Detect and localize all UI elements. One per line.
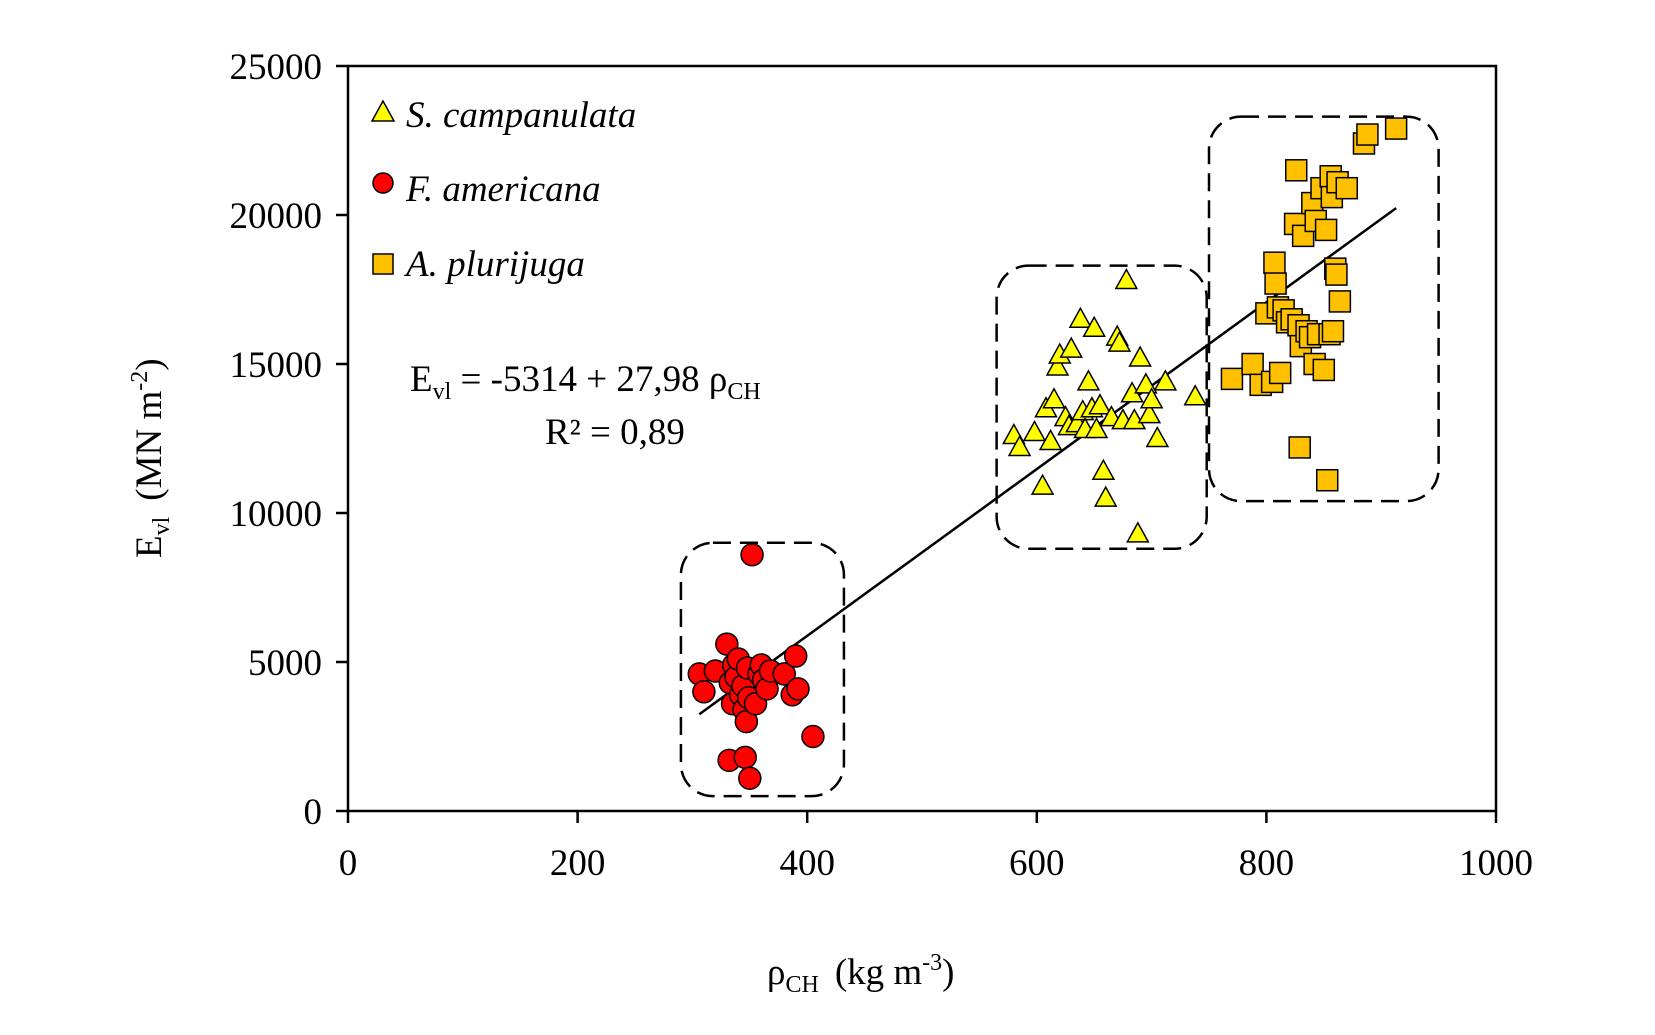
data-point-s-campanulata <box>1084 417 1109 439</box>
y-tick-label: 0 <box>304 792 323 833</box>
regression-equation: Evl = -5314 + 27,98 ρCH R² = 0,89 <box>410 359 761 453</box>
data-point-s-campanulata <box>1007 434 1032 457</box>
y-axis-title: Evl(MN m-2) <box>127 358 175 558</box>
data-point-a-plurijuga <box>1384 117 1408 140</box>
y-tick-label: 20000 <box>230 196 323 237</box>
data-point-s-campanulata <box>1183 384 1207 406</box>
x-tick-label: 400 <box>779 843 835 884</box>
legend-label-a-plurijuga: A. plurijuga <box>403 244 585 285</box>
x-tick-label: 600 <box>1009 843 1065 884</box>
data-point-s-campanulata <box>1122 408 1147 430</box>
data-point-f-americana <box>738 766 762 790</box>
legend-label-f-americana: F. americana <box>405 169 601 210</box>
data-point-s-campanulata <box>1137 402 1162 424</box>
axes: 0 200 400 600 800 100005000100001500020000250… <box>230 47 1534 884</box>
data-point-s-campanulata <box>1128 345 1152 367</box>
data-point-s-campanulata <box>1088 393 1112 415</box>
cluster-boxes <box>679 115 1440 798</box>
x-tick-label: 800 <box>1239 843 1295 884</box>
cluster-box <box>995 264 1208 551</box>
y-tick-label: 15000 <box>230 345 323 386</box>
data-point-a-plurijuga <box>1264 272 1287 295</box>
data-point-a-plurijuga <box>1328 290 1352 313</box>
data-point-a-plurijuga <box>1288 436 1311 459</box>
data-point-a-plurijuga <box>1335 176 1359 200</box>
x-tick-label: 200 <box>550 843 606 884</box>
data-point-a-plurijuga <box>1220 367 1244 391</box>
regression-line <box>698 207 1397 716</box>
legend: S. campanulata F. americana A. plurijuga <box>370 95 636 285</box>
data-point-f-americana <box>733 745 757 770</box>
data-point-a-plurijuga <box>1314 218 1338 242</box>
data-point-f-americana <box>801 724 825 749</box>
data-point-a-plurijuga <box>1321 319 1345 343</box>
data-point-s-campanulata <box>1045 354 1070 376</box>
legend-square-marker <box>372 253 394 275</box>
plot-frame <box>346 64 1498 813</box>
data-point-s-campanulata <box>1030 473 1055 495</box>
y-tick-label: 10000 <box>230 494 323 535</box>
data-point-s-campanulata <box>1038 428 1063 451</box>
data-point-s-campanulata <box>1042 387 1066 409</box>
data-point-s-campanulata <box>1091 458 1116 481</box>
data-point-f-americana <box>786 677 810 701</box>
x-axis-title: ρCH (kg m-3) <box>767 950 955 998</box>
data-point-f-americana <box>740 542 764 567</box>
data-points <box>687 117 1408 790</box>
data-point-s-campanulata <box>1068 306 1093 329</box>
data-point-s-campanulata <box>1139 387 1164 409</box>
data-point-s-campanulata <box>1114 268 1139 290</box>
cluster-box <box>679 541 846 798</box>
r-squared-text: R² = 0,89 <box>545 412 685 453</box>
data-point-a-plurijuga <box>1263 251 1286 274</box>
data-point-a-plurijuga <box>1284 159 1308 182</box>
data-point-a-plurijuga <box>1315 468 1339 492</box>
data-point-a-plurijuga <box>1325 263 1348 286</box>
legend-item-f-americana: F. americana <box>372 169 601 210</box>
data-point-s-campanulata <box>1082 315 1106 337</box>
data-point-s-campanulata <box>1059 336 1084 358</box>
data-point-a-plurijuga <box>1356 123 1379 146</box>
data-point-a-plurijuga <box>1241 352 1264 376</box>
x-tick-label: 1000 <box>1459 843 1533 884</box>
legend-item-a-plurijuga: A. plurijuga <box>372 244 585 285</box>
y-tick-label: 5000 <box>248 643 322 684</box>
legend-item-s-campanulata: S. campanulata <box>370 95 636 136</box>
data-point-s-campanulata <box>1145 425 1170 448</box>
data-point-s-campanulata <box>1022 419 1047 442</box>
legend-label-s-campanulata: S. campanulata <box>406 95 636 136</box>
equation-text: Evl = -5314 + 27,98 ρCH <box>410 359 761 405</box>
data-point-f-americana <box>692 680 716 704</box>
regression-layer <box>698 207 1397 716</box>
data-point-s-campanulata <box>1107 330 1132 352</box>
data-point-s-campanulata <box>1076 369 1101 391</box>
data-point-s-campanulata <box>1126 521 1150 543</box>
legend-circle-marker <box>372 172 394 194</box>
cluster-box <box>1207 115 1440 503</box>
y-tick-label: 25000 <box>230 47 323 88</box>
data-point-a-plurijuga <box>1268 361 1292 385</box>
legend-triangle-marker <box>370 99 396 122</box>
data-point-f-americana <box>772 662 796 686</box>
x-tick-label: 0 <box>339 843 358 884</box>
data-point-s-campanulata <box>1093 485 1118 507</box>
data-point-s-campanulata <box>1153 369 1178 391</box>
data-point-a-plurijuga <box>1312 358 1336 382</box>
data-point-f-americana <box>783 644 808 668</box>
